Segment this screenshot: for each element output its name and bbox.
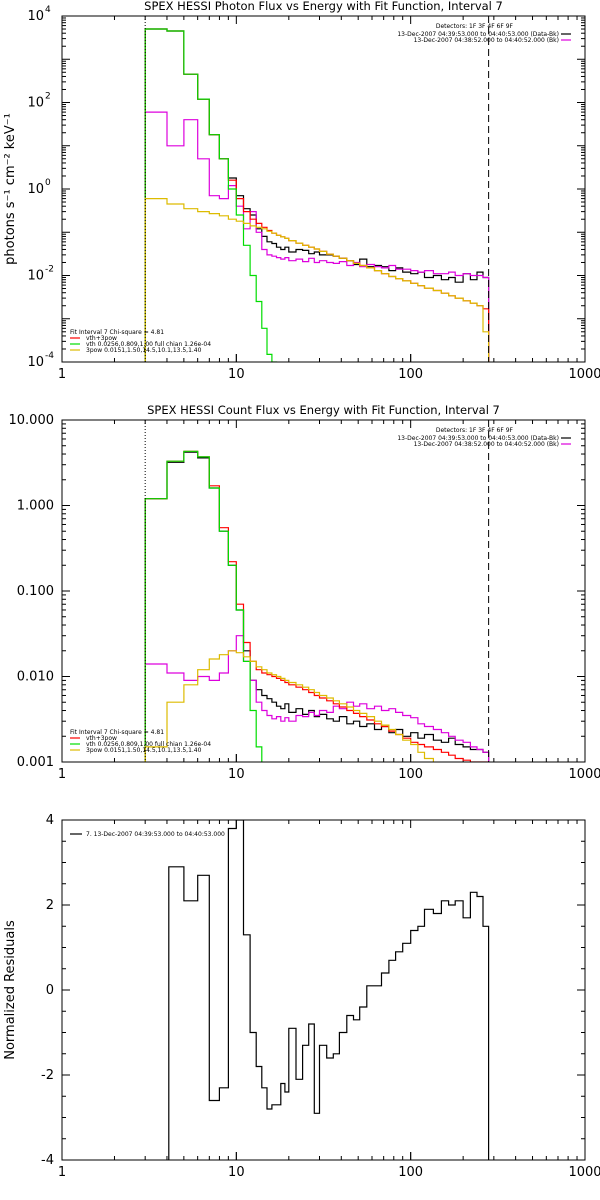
plot-frame xyxy=(61,15,586,363)
y-axis-label: Normalized Residuals xyxy=(3,920,18,1060)
y-tick-exponent: 0 xyxy=(45,178,51,188)
chart-title: SPEX HESSI Count Flux vs Energy with Fit… xyxy=(147,403,500,417)
x-tick-label: 1 xyxy=(58,1165,66,1180)
y-tick-exponent: -2 xyxy=(45,265,54,275)
x-tick-label: 10 xyxy=(228,367,245,382)
fit-entry: vth 0.0256,0.809,1.00 full chian 1.26e-0… xyxy=(86,741,211,748)
x-tick-label: 100 xyxy=(398,1165,423,1180)
legend-detectors: Detectors: 1F 3F 4F 6F 9F xyxy=(436,23,514,30)
x-tick-label: 10 xyxy=(228,1165,245,1180)
legend-entry: 13-Dec-2007 04:38:52.000 to 04:40:52.000… xyxy=(414,441,559,448)
plot-frame xyxy=(61,419,586,763)
series-line-vth xyxy=(144,450,268,762)
y-tick-label: 1.000 xyxy=(17,499,54,514)
x-tick-label: 1000 xyxy=(568,767,600,782)
legend-entry: 13-Dec-2007 04:38:52.000 to 04:40:52.000… xyxy=(414,37,559,44)
y-tick-label: 0.100 xyxy=(17,584,54,599)
y-axis-label: photons s⁻¹ cm⁻² keV⁻¹ xyxy=(3,113,18,265)
series-group xyxy=(168,820,490,1160)
fit-entry: vth 0.0256,0.809,1.00 full chian 1.26e-0… xyxy=(86,341,211,348)
chart-panel-2: SPEX HESSI Count Flux vs Energy with Fit… xyxy=(9,403,600,782)
y-tick-label: 10 xyxy=(27,269,44,284)
x-tick-label: 1000 xyxy=(568,367,600,382)
legend-entry: 7. 13-Dec-2007 04:39:53.000 to 04:40:53.… xyxy=(86,831,225,838)
y-tick-label: 0 xyxy=(46,983,54,998)
series-line-3pow xyxy=(144,198,490,362)
legend-entry: 13-Dec-2007 04:39:53.000 to 04:40:53.000… xyxy=(397,31,559,38)
y-tick-label: 10 xyxy=(27,96,44,111)
series-line-7-13-dec-2007-04-39-53-000-to-04-40-53-000 xyxy=(168,820,490,1160)
legend-detectors: Detectors: 1F 3F 4F 6F 9F xyxy=(436,427,514,434)
chart-panel-3: 1 10 100 1000 -4 -2 0 2 4 Normalized Residuals 7. … xyxy=(3,813,600,1180)
x-tick-label: 100 xyxy=(398,767,423,782)
chart-panel-1: SPEX HESSI Photon Flux vs Energy with Fi… xyxy=(3,0,600,382)
y-tick-label: 10 xyxy=(27,355,44,370)
y-tick-exponent: 4 xyxy=(45,5,51,15)
series-group xyxy=(144,28,490,362)
y-tick-label: 10 xyxy=(27,182,44,197)
fit-header: Fit Interval 7 Chi-square = 4.81 xyxy=(70,329,164,336)
legend-entry: 13-Dec-2007 04:39:53.000 to 04:40:53.000… xyxy=(397,435,559,442)
x-tick-label: 1 xyxy=(58,367,66,382)
y-tick-label: -4 xyxy=(41,1153,54,1168)
chart-title: SPEX HESSI Photon Flux vs Energy with Fi… xyxy=(144,0,503,13)
fit-entry: 3pow 0.0151,1.50,14.5,10.1,13.5,1.40 xyxy=(86,347,202,354)
x-tick-label: 1 xyxy=(58,767,66,782)
series-line-vth xyxy=(144,28,290,362)
y-tick-label: 0.001 xyxy=(17,755,54,770)
fit-entry: vth+3pow xyxy=(86,735,117,742)
y-tick-label: 2 xyxy=(46,898,54,913)
series-line-bk xyxy=(144,635,490,762)
y-tick-label: -2 xyxy=(41,1068,54,1083)
x-tick-label: 100 xyxy=(398,367,423,382)
plot-frame xyxy=(61,819,586,1161)
y-tick-label: 10 xyxy=(27,9,44,24)
y-tick-exponent: -4 xyxy=(45,351,54,361)
y-tick-exponent: 2 xyxy=(45,92,51,102)
x-tick-label: 10 xyxy=(228,767,245,782)
y-tick-label: 0.010 xyxy=(17,670,54,685)
fit-entry: vth+3pow xyxy=(86,335,117,342)
series-line-data-bk xyxy=(144,28,490,362)
fit-header: Fit Interval 7 Chi-square = 4.81 xyxy=(70,729,164,736)
series-line-3pow xyxy=(144,650,442,762)
series-group xyxy=(144,450,490,762)
x-tick-label: 1000 xyxy=(568,1165,600,1180)
y-tick-label: 10.000 xyxy=(9,413,55,428)
y-tick-label: 4 xyxy=(46,813,54,828)
fit-entry: 3pow 0.0151,1.50,14.5,10.1,13.5,1.40 xyxy=(86,747,202,754)
